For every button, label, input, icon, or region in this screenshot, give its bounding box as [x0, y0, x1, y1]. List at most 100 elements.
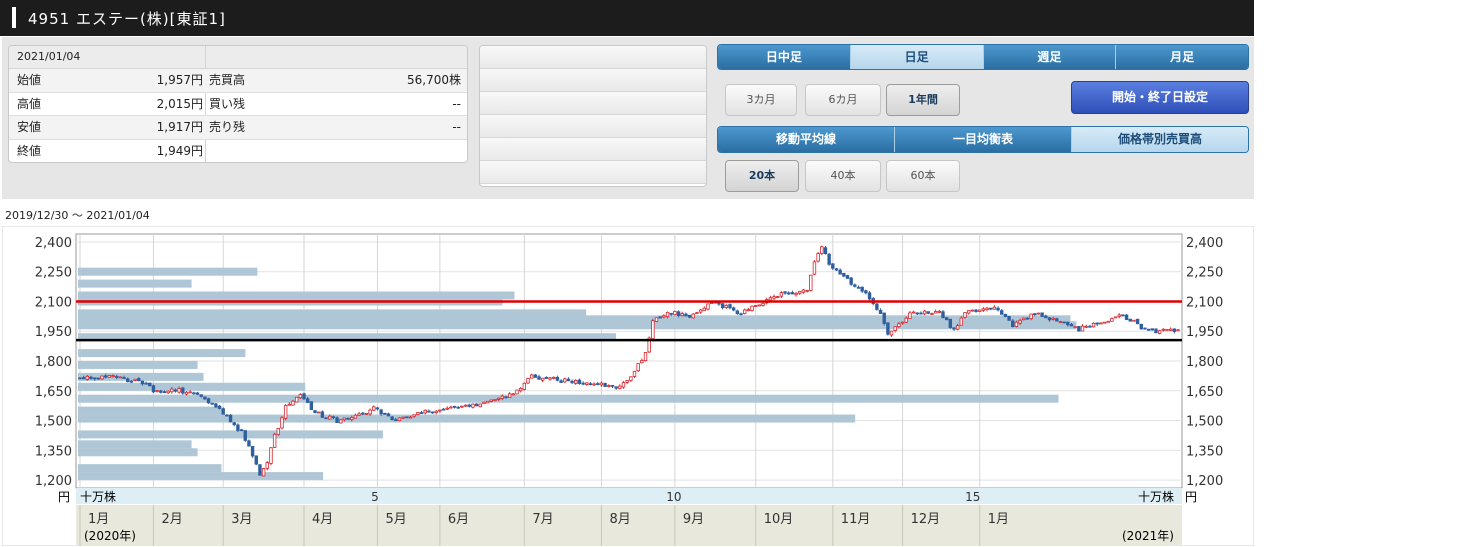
high-value: 2,015円: [156, 96, 203, 111]
candle-body: [974, 309, 978, 312]
tab-daily[interactable]: 日足: [850, 45, 984, 69]
candle-body: [115, 376, 119, 378]
candle-body: [1132, 319, 1136, 322]
volume-profile-bar: [78, 448, 198, 457]
candle-body: [728, 304, 732, 309]
candle-body: [1157, 330, 1162, 334]
candle-body: [922, 310, 927, 315]
candle-body: [1135, 318, 1140, 325]
candle-body: [772, 296, 776, 299]
candle-body: [350, 417, 354, 421]
candle-body: [133, 378, 137, 381]
candle-body: [122, 377, 126, 379]
candle-body: [118, 376, 123, 379]
candle-body: [1077, 325, 1081, 332]
span-6m-button[interactable]: 6カ月: [805, 84, 881, 116]
candle-body: [1066, 321, 1070, 326]
candle-body: [489, 399, 493, 402]
candle-body: [658, 316, 662, 319]
candle-body: [379, 409, 383, 415]
candle-body: [742, 309, 747, 314]
candle-body: [478, 403, 482, 408]
month-label: 11月: [841, 512, 871, 527]
candle-body: [1000, 310, 1004, 315]
y-tick-label-right: 1,800: [1186, 355, 1223, 370]
candle-body: [761, 302, 765, 306]
candle-body: [474, 403, 479, 407]
candle-body: [331, 416, 336, 419]
candle-body: [684, 313, 688, 317]
candle-body: [603, 382, 607, 387]
tab-ichimoku[interactable]: 一目均衡表: [895, 127, 1072, 152]
candle-body: [441, 408, 446, 411]
year-label-2021: (2021年): [1122, 529, 1174, 543]
count-40-button[interactable]: 40本: [805, 160, 881, 192]
tab-moving-average[interactable]: 移動平均線: [718, 127, 895, 152]
candle-body: [416, 412, 420, 416]
candle-body: [258, 464, 262, 476]
candle-body: [1047, 317, 1052, 321]
candle-body: [1143, 327, 1147, 330]
tab-volume-by-price[interactable]: 価格帯別売買高: [1072, 127, 1248, 152]
count-20-button[interactable]: 20本: [725, 160, 799, 192]
candle-body: [955, 325, 960, 330]
control-panel: 2021/01/04 始値 1,957円 売買高 56,700株 高値 2,01…: [2, 37, 1254, 199]
candle-body: [1080, 325, 1085, 332]
candle-body: [691, 313, 695, 319]
candle-body: [1029, 313, 1033, 319]
empty-row: [480, 69, 706, 92]
candle-body: [1003, 313, 1008, 317]
y-tick-label-right: 1,950: [1186, 325, 1223, 340]
span-3m-button[interactable]: 3カ月: [725, 84, 797, 116]
candle-body: [570, 380, 574, 384]
candle-body: [269, 447, 273, 464]
candle-body: [78, 377, 82, 380]
candle-body: [827, 253, 831, 265]
candle-body: [1124, 314, 1129, 320]
tab-monthly[interactable]: 月足: [1116, 45, 1248, 69]
count-60-button[interactable]: 60本: [886, 160, 960, 192]
span-1y-button[interactable]: 1年間: [886, 84, 960, 116]
date-setting-button[interactable]: 開始・終了日設定: [1071, 81, 1249, 114]
candle-body: [471, 403, 475, 408]
candle-body: [1102, 321, 1107, 324]
candle-body: [599, 382, 604, 386]
margin-buy-label: 買い残: [209, 96, 246, 111]
candle-body: [787, 292, 791, 295]
candle-body: [298, 394, 303, 399]
candle-body: [629, 376, 633, 381]
candle-body: [1025, 317, 1030, 320]
candle-body: [897, 323, 901, 327]
candle-body: [412, 414, 416, 417]
candle-body: [856, 286, 861, 289]
candle-body: [1051, 317, 1055, 320]
candle-body: [339, 419, 343, 424]
candle-body: [199, 394, 203, 397]
tab-intraday[interactable]: 日中足: [718, 45, 851, 69]
candle-body: [85, 375, 90, 380]
close-value: 1,949円: [156, 143, 203, 158]
candle-body: [526, 377, 530, 384]
candle-body: [989, 307, 993, 310]
candle-body: [647, 337, 651, 353]
candle-body: [709, 302, 714, 305]
y-tick-label-left: 2,250: [35, 266, 72, 281]
tab-weekly[interactable]: 週足: [983, 45, 1117, 69]
candle-body: [151, 385, 156, 393]
candle-body: [820, 246, 824, 254]
candle-body: [405, 416, 409, 419]
candle-body: [1150, 328, 1154, 331]
candle-body: [243, 430, 247, 441]
candle-body: [669, 312, 673, 315]
candle-body: [449, 406, 453, 409]
candle-body: [548, 377, 552, 380]
candle-body: [1088, 325, 1092, 328]
volume-profile-bar: [78, 291, 515, 300]
candle-body: [1040, 312, 1044, 317]
month-label: 5月: [385, 512, 406, 527]
candle-body: [566, 378, 571, 382]
candle-body: [1062, 321, 1066, 324]
candle-body: [831, 263, 835, 269]
candle-body: [430, 411, 435, 414]
y-tick-label-right: 2,250: [1186, 266, 1223, 281]
